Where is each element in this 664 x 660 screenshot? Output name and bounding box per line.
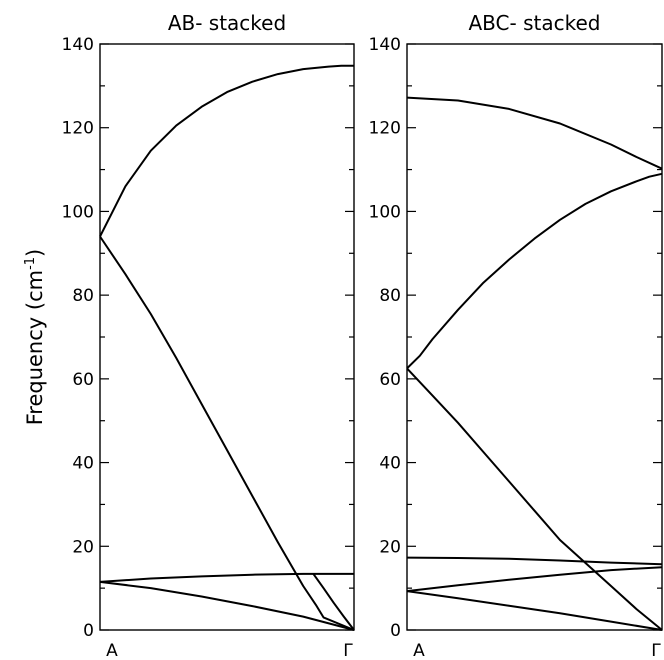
x-tick-label-a: A (106, 641, 118, 660)
plot-frame (99, 43, 355, 631)
series-line-3 (406, 367, 663, 631)
y-tick-label: 40 (72, 454, 94, 474)
y-tick-label: 60 (72, 370, 94, 390)
panel-title: ABC- stacked (469, 11, 601, 35)
series-line-4 (99, 580, 355, 631)
y-tick-label: 80 (72, 286, 94, 306)
y-tick-label: 20 (379, 537, 401, 557)
x-tick-label-gamma: Γ (651, 641, 661, 660)
x-tick-label-gamma: Γ (343, 641, 353, 660)
y-tick-label: 120 (62, 119, 94, 139)
series-line-1 (406, 96, 663, 170)
y-tick-label: 0 (83, 621, 94, 641)
x-tick-label-a: A (413, 641, 425, 660)
series-line-5 (406, 566, 663, 593)
y-tick-label: 20 (72, 537, 94, 557)
panel-ab-stacked: AB- stacked 0 20 40 60 80 100 120 140 A Γ (62, 11, 355, 660)
y-tick-label: 120 (369, 119, 401, 139)
y-tick-label: 60 (379, 370, 401, 390)
series-line-4 (406, 556, 663, 566)
series-line-6 (406, 590, 663, 631)
y-tick-label: 0 (390, 621, 401, 641)
y-axis-label: Frequency (cm-1) (23, 249, 47, 426)
panel-title: AB- stacked (168, 11, 286, 35)
series-line-5 (312, 573, 355, 631)
y-tick-label: 40 (379, 454, 401, 474)
y-axis-label-text: Frequency (cm (23, 270, 47, 425)
y-tick-label: 100 (369, 202, 401, 222)
series-line-2 (99, 235, 355, 631)
series-line-3 (99, 572, 354, 583)
panel-abc-stacked: ABC- stacked 0 20 40 60 80 100 120 140 A Γ (369, 11, 663, 660)
y-tick-label: 100 (62, 202, 94, 222)
y-axis-label-superscript: -1 (23, 257, 38, 270)
y-tick-label: 80 (379, 286, 401, 306)
y-tick-label: 140 (369, 35, 401, 55)
y-tick-label: 140 (62, 35, 94, 55)
series-line-1 (99, 64, 354, 237)
y-axis-label-close: ) (23, 249, 47, 257)
series-line-2 (406, 172, 663, 370)
plot-frame (406, 43, 663, 631)
